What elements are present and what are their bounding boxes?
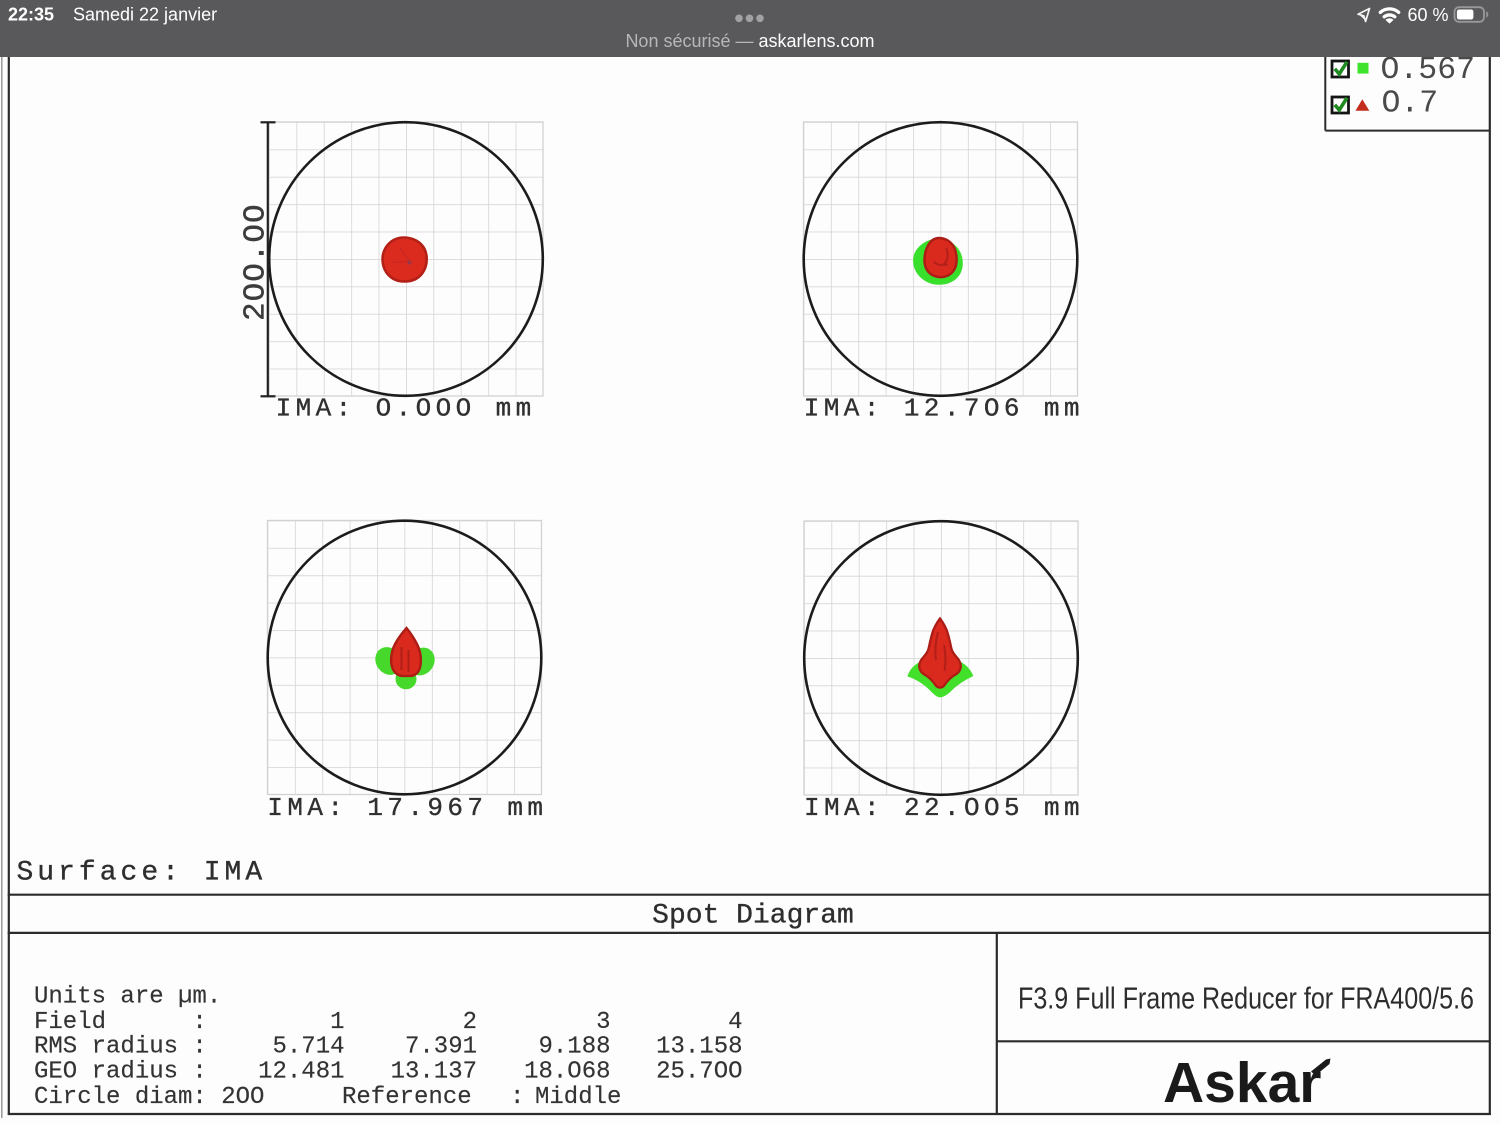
svg-text:IMA: 17.967 mm: IMA: 17.967 mm — [267, 793, 547, 823]
svg-text:13.137: 13.137 — [391, 1059, 477, 1086]
svg-text:IMA: 12.7O6 mm: IMA: 12.7O6 mm — [804, 394, 1084, 424]
svg-text:IMA: 22.OO5 mm: IMA: 22.OO5 mm — [804, 793, 1084, 823]
svg-text:3: 3 — [596, 1009, 610, 1036]
svg-text::: : — [510, 1084, 524, 1111]
svg-text:O.7: O.7 — [1382, 87, 1439, 122]
svg-text:22:35: 22:35 — [8, 5, 54, 25]
svg-text:Samedi 22 janvier: Samedi 22 janvier — [73, 5, 217, 25]
svg-text:Askar: Askar — [1163, 1051, 1321, 1115]
svg-text:2: 2 — [463, 1009, 477, 1036]
svg-text:12.481: 12.481 — [258, 1059, 344, 1086]
svg-text:1: 1 — [330, 1009, 344, 1036]
svg-text:GEO radius :: GEO radius : — [34, 1059, 207, 1086]
svg-text:Middle: Middle — [535, 1084, 621, 1111]
svg-text:Units are µm.: Units are µm. — [34, 984, 221, 1011]
svg-text:O.567: O.567 — [1381, 53, 1476, 88]
svg-text:60 %: 60 % — [1407, 5, 1448, 25]
svg-text:2OO.OO: 2OO.OO — [239, 203, 274, 321]
svg-text:Non sécurisé — askarlens.com: Non sécurisé — askarlens.com — [625, 31, 874, 51]
svg-text:IMA: O.OOO mm: IMA: O.OOO mm — [276, 394, 536, 424]
svg-text:RMS radius :: RMS radius : — [34, 1034, 207, 1061]
svg-text:Field :: Field : — [34, 1009, 207, 1036]
svg-text:Circle diam: 2OO: Circle diam: 2OO — [34, 1084, 264, 1111]
svg-text:9.188: 9.188 — [538, 1034, 610, 1061]
svg-text:F3.9 Full Frame Reducer for FR: F3.9 Full Frame Reducer for FRA400/5.6 — [1018, 981, 1474, 1016]
svg-text:18.O68: 18.O68 — [524, 1059, 610, 1086]
svg-text:4: 4 — [728, 1009, 742, 1036]
svg-text:5.714: 5.714 — [272, 1034, 344, 1061]
svg-text:Spot Diagram: Spot Diagram — [652, 901, 854, 932]
svg-text:13.158: 13.158 — [656, 1034, 742, 1061]
svg-text:7.391: 7.391 — [405, 1034, 477, 1061]
svg-text:Surface: IMA: Surface: IMA — [17, 858, 267, 889]
svg-text:25.7OO: 25.7OO — [656, 1059, 742, 1086]
svg-text:Reference: Reference — [342, 1084, 472, 1111]
